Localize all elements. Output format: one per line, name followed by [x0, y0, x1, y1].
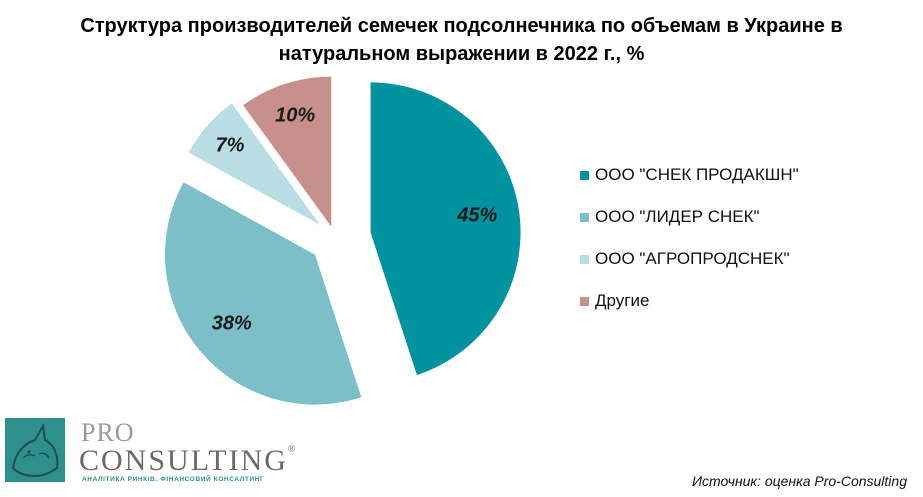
data-label-lider-snek: 38% [212, 312, 252, 334]
legend-swatch [580, 296, 589, 306]
registered-mark: ® [287, 444, 298, 455]
chart-legend: ООО "СНЕК ПРОДАКШН" ООО "ЛИДЕР СНЕК" ООО… [580, 163, 910, 331]
chart-title-line-2: натуральном выражении в 2022 г., % [278, 43, 645, 65]
chart-title-line-1: Структура производителей семечек подсолн… [80, 15, 843, 37]
data-label-agroprodsnek: 7% [216, 134, 245, 156]
pie-slice-snek-prodakshn [370, 82, 521, 376]
pie-slice-drugie [243, 76, 332, 227]
legend-label: ООО "СНЕК ПРОДАКШН" [595, 165, 799, 184]
pie-slice-agroprodsnek [188, 103, 320, 225]
legend-swatch [580, 170, 589, 180]
logo-text-pro: PRO [81, 418, 135, 447]
legend-item-agroprodsnek: ООО "АГРОПРОДСНЕК" [580, 247, 910, 271]
logo-consulting-word: CONSULTING [79, 444, 288, 477]
rhino-logo-icon [5, 418, 65, 482]
chart-title: Структура производителей семечек подсолн… [0, 12, 923, 68]
logo-text-consulting: CONSULTING® [79, 444, 298, 478]
legend-item-drugie: Другие [580, 289, 910, 313]
legend-label: ООО "АГРОПРОДСНЕК" [595, 249, 790, 268]
source-note: Источник: оценка Pro-Consulting [692, 473, 907, 489]
pie-data-labels: 45% 38% 7% 10% [212, 104, 498, 334]
logo-tagline: АНАЛІТИКА РИНКІВ. ФІНАНСОВИЙ КОНСАЛТИНГ [82, 476, 265, 483]
pro-consulting-logo: PRO CONSULTING® АНАЛІТИКА РИНКІВ. ФІНАНС… [5, 418, 305, 490]
legend-label: Другие [595, 291, 650, 310]
legend-label: ООО "ЛИДЕР СНЕК" [595, 207, 760, 226]
legend-swatch [580, 212, 589, 222]
data-label-drugie: 10% [275, 104, 315, 126]
data-label-snek-prodakshn: 45% [456, 204, 497, 226]
legend-swatch [580, 254, 589, 264]
legend-item-snek-prodakshn: ООО "СНЕК ПРОДАКШН" [580, 163, 910, 187]
legend-item-lider-snek: ООО "ЛИДЕР СНЕК" [580, 205, 910, 229]
pie-slice-lider-snek [164, 182, 362, 405]
pie-slices [164, 76, 521, 405]
